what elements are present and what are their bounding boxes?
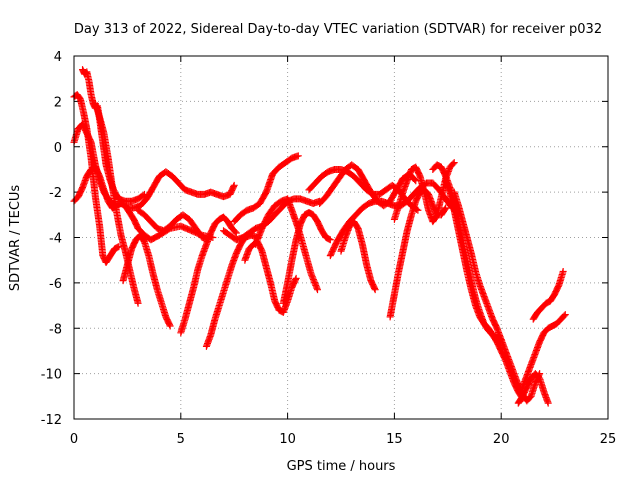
data-point <box>450 159 458 167</box>
data-point <box>292 276 300 284</box>
series-arc-6 <box>119 231 174 330</box>
series-arc-15 <box>279 209 334 307</box>
y-tick-label: 4 <box>54 50 62 65</box>
series-arc-19 <box>337 218 379 294</box>
data-point <box>560 312 568 320</box>
y-axis-ticks: -12 -10 -8 -6 -4 -2 0 2 4 <box>41 50 608 428</box>
x-tick-label: 20 <box>493 432 510 447</box>
x-tick-label: 0 <box>70 432 78 447</box>
data-point <box>326 236 334 244</box>
data-point <box>230 181 238 189</box>
grid-lines <box>74 56 608 419</box>
y-tick-label: -10 <box>41 368 62 383</box>
x-axis-label: GPS time / hours <box>287 459 396 474</box>
data-point <box>442 204 450 212</box>
chart-title: Day 313 of 2022, Sidereal Day-to-day VTE… <box>74 22 602 37</box>
y-axis-label: SDTVAR / TECUs <box>8 185 23 292</box>
x-tick-label: 15 <box>386 432 403 447</box>
data-point <box>411 176 419 184</box>
series-arc-10 <box>202 231 262 350</box>
series-arc-3 <box>70 91 123 266</box>
x-axis-ticks: 0 5 10 15 20 25 <box>70 56 616 447</box>
data-point <box>292 274 300 282</box>
data-point <box>230 183 238 191</box>
data-point <box>561 311 569 319</box>
data-point <box>166 321 174 329</box>
plot-frame <box>73 55 609 420</box>
x-tick-label: 25 <box>600 432 617 447</box>
data-point <box>314 286 322 294</box>
data-point <box>449 160 457 168</box>
data-point <box>371 286 379 294</box>
data-point <box>294 152 302 160</box>
data-point <box>544 399 552 407</box>
series-arc-27 <box>529 268 567 323</box>
y-tick-label: -12 <box>41 413 62 428</box>
x-tick-label: 10 <box>279 432 296 447</box>
x-tick-label: 5 <box>177 432 185 447</box>
series-arc-7 <box>123 168 238 212</box>
data-point <box>231 228 239 236</box>
data-point <box>371 284 379 292</box>
data-point <box>134 299 142 307</box>
series-arc-9 <box>177 213 240 337</box>
y-tick-label: 2 <box>54 95 62 110</box>
series-arc-26 <box>519 311 569 391</box>
data-point <box>166 322 174 330</box>
y-tick-label: -8 <box>49 322 62 337</box>
data-marks <box>70 66 569 407</box>
y-tick-label: 0 <box>54 141 62 156</box>
data-point <box>441 205 449 213</box>
y-tick-label: -2 <box>49 186 62 201</box>
series-arc-24 <box>450 188 544 405</box>
y-tick-label: -4 <box>49 232 62 247</box>
y-tick-label: -6 <box>49 277 62 292</box>
data-point <box>232 229 240 237</box>
series-arc-12 <box>230 152 302 226</box>
data-point <box>559 268 567 276</box>
